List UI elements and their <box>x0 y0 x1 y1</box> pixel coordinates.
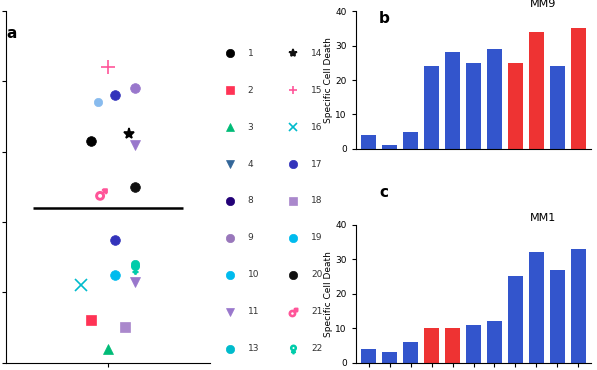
Text: 20: 20 <box>311 270 322 279</box>
Bar <box>402 132 418 149</box>
Bar <box>507 276 524 363</box>
Bar <box>528 252 544 363</box>
Text: 4: 4 <box>248 159 253 168</box>
Bar <box>466 325 481 363</box>
Bar <box>361 349 377 363</box>
Text: 11: 11 <box>248 307 259 316</box>
Text: a: a <box>6 26 16 41</box>
Bar <box>528 32 544 149</box>
Y-axis label: Specific Cell Death: Specific Cell Death <box>324 37 333 123</box>
Text: 3: 3 <box>248 122 254 132</box>
Text: MM9: MM9 <box>530 0 556 9</box>
Bar <box>445 53 460 149</box>
Text: MM1: MM1 <box>530 213 556 223</box>
Text: b: b <box>379 11 390 26</box>
Text: 1: 1 <box>248 49 254 58</box>
Bar <box>507 63 524 149</box>
Text: 13: 13 <box>248 344 259 353</box>
Bar <box>424 66 439 149</box>
Text: 15: 15 <box>311 86 322 95</box>
Text: 18: 18 <box>311 196 322 205</box>
Bar <box>571 249 586 363</box>
Text: 9: 9 <box>248 233 254 242</box>
Y-axis label: Specific Cell Death: Specific Cell Death <box>324 251 333 337</box>
Bar <box>361 135 377 149</box>
Text: 14: 14 <box>311 49 322 58</box>
Text: 8: 8 <box>248 196 254 205</box>
Text: 10: 10 <box>248 270 259 279</box>
Text: 17: 17 <box>311 159 322 168</box>
Text: 19: 19 <box>311 233 322 242</box>
Bar <box>381 352 398 363</box>
Bar <box>466 63 481 149</box>
Bar <box>402 342 418 363</box>
Bar <box>550 66 565 149</box>
Bar <box>487 321 502 363</box>
Text: 21: 21 <box>311 307 322 316</box>
Bar <box>571 28 586 149</box>
Bar <box>381 145 398 149</box>
Text: c: c <box>379 185 388 200</box>
Text: 22: 22 <box>311 344 322 353</box>
Bar <box>550 270 565 363</box>
Text: 16: 16 <box>311 122 322 132</box>
Bar <box>424 328 439 363</box>
Bar <box>487 49 502 149</box>
Text: 2: 2 <box>248 86 253 95</box>
Bar <box>445 328 460 363</box>
